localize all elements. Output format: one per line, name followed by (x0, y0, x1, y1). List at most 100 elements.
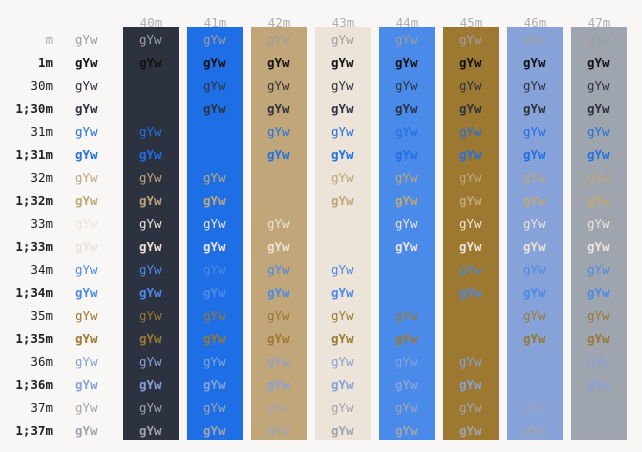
sample-cell: gYw (75, 101, 98, 116)
sample-cell: gYw (75, 423, 98, 438)
sample-cell: gYw (523, 285, 546, 300)
sample-cell: gYw (203, 147, 226, 162)
sample-cell: gYw (587, 170, 610, 185)
sample-cell: gYw (459, 78, 482, 93)
sample-cell: gYw (459, 170, 482, 185)
bg-header-42m: 42m (267, 15, 291, 30)
row-label: 1;33m (15, 239, 53, 254)
sample-cell: gYw (331, 55, 354, 70)
sample-cell: gYw (459, 285, 482, 300)
row-label: 1m (37, 55, 53, 70)
sample-cell: gYw (523, 423, 546, 438)
sample-cell: gYw (395, 147, 418, 162)
sample-cell: gYw (459, 101, 482, 116)
bg-column-44m (379, 27, 435, 440)
sample-cell: gYw (459, 216, 482, 231)
sample-cell: gYw (395, 423, 418, 438)
sample-cell: gYw (395, 193, 418, 208)
sample-cell: gYw (331, 147, 354, 162)
sample-cell: gYw (75, 32, 98, 47)
sample-cell: gYw (395, 32, 418, 47)
sample-cell: gYw (203, 354, 226, 369)
sample-cell: gYw (395, 239, 418, 254)
row-label: 35m (30, 308, 53, 323)
sample-cell: gYw (395, 331, 418, 346)
sample-cell: gYw (75, 331, 98, 346)
sample-cell: gYw (267, 239, 290, 254)
sample-cell: gYw (331, 331, 354, 346)
sample-cell: gYw (523, 78, 546, 93)
sample-cell: gYw (523, 331, 546, 346)
sample-cell: gYw (203, 32, 226, 47)
sample-cell: gYw (139, 331, 162, 346)
sample-cell: gYw (267, 78, 290, 93)
row-label: m (45, 32, 53, 47)
sample-cell: gYw (395, 124, 418, 139)
sample-cell: gYw (523, 308, 546, 323)
sample-cell: gYw (587, 193, 610, 208)
sample-cell: gYw (459, 124, 482, 139)
sample-cell: gYw (139, 216, 162, 231)
sample-cell: gYw (395, 400, 418, 415)
row-label: 1;32m (15, 193, 53, 208)
sample-cell: gYw (523, 170, 546, 185)
bg-column-47m (571, 27, 627, 440)
bg-header-47m: 47m (587, 15, 611, 30)
sample-cell: gYw (331, 308, 354, 323)
sample-cell: gYw (203, 377, 226, 392)
row-label: 1;37m (15, 423, 53, 438)
sample-cell: gYw (587, 101, 610, 116)
sample-cell: gYw (267, 124, 290, 139)
sample-cell: gYw (395, 308, 418, 323)
row-label: 30m (30, 78, 53, 93)
sample-cell: gYw (139, 354, 162, 369)
sample-cell: gYw (75, 193, 98, 208)
sample-cell: gYw (459, 400, 482, 415)
row-label: 31m (30, 124, 53, 139)
sample-cell: gYw (587, 216, 610, 231)
row-label: 1;35m (15, 331, 53, 346)
sample-cell: gYw (203, 239, 226, 254)
sample-cell: gYw (587, 308, 610, 323)
sample-cell: gYw (395, 101, 418, 116)
sample-cell: gYw (395, 55, 418, 70)
sample-cell: gYw (203, 124, 226, 139)
sample-cell: gYw (523, 147, 546, 162)
sample-cell: gYw (587, 55, 610, 70)
sample-cell: gYw (267, 216, 290, 231)
sample-cell: gYw (267, 400, 290, 415)
sample-cell: gYw (331, 262, 354, 277)
sample-cell: gYw (139, 400, 162, 415)
sample-cell: gYw (331, 32, 354, 47)
bg-column-43m (315, 27, 371, 440)
sample-cell: gYw (139, 32, 162, 47)
sample-cell: gYw (75, 377, 98, 392)
sample-cell: gYw (203, 216, 226, 231)
bg-column-45m (443, 27, 499, 440)
sample-cell: gYw (331, 101, 354, 116)
sample-cell: gYw (267, 55, 290, 70)
sample-cell: gYw (139, 262, 162, 277)
sample-cell: gYw (203, 308, 226, 323)
sample-cell: gYw (459, 262, 482, 277)
sample-cell: gYw (395, 78, 418, 93)
sample-cell: gYw (203, 285, 226, 300)
sample-cell: gYw (75, 124, 98, 139)
bg-header-40m: 40m (139, 15, 163, 30)
sample-cell: gYw (139, 147, 162, 162)
sample-cell: gYw (587, 285, 610, 300)
sample-cell: gYw (139, 193, 162, 208)
sample-cell: gYw (459, 193, 482, 208)
sample-cell: gYw (331, 285, 354, 300)
sample-cell: gYw (203, 193, 226, 208)
sample-cell: gYw (75, 262, 98, 277)
sample-cell: gYw (459, 377, 482, 392)
sample-cell: gYw (459, 354, 482, 369)
sample-cell: gYw (459, 147, 482, 162)
sample-cell: gYw (523, 55, 546, 70)
sample-cell: gYw (459, 55, 482, 70)
row-label: 1;36m (15, 377, 53, 392)
sample-cell: gYw (331, 124, 354, 139)
bg-header-43m: 43m (331, 15, 355, 30)
row-label: 1;30m (15, 101, 53, 116)
